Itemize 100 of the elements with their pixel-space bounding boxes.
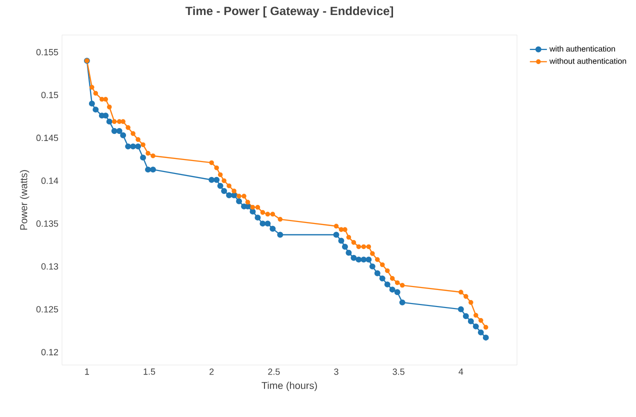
point <box>264 220 271 227</box>
point <box>356 256 362 263</box>
y-axis-title: Power (watts) <box>20 170 30 230</box>
point <box>360 256 367 263</box>
point <box>389 286 396 293</box>
point <box>208 176 215 183</box>
point <box>384 268 390 274</box>
x-tick-label: 3 <box>334 368 338 375</box>
point <box>399 299 406 306</box>
point <box>112 119 117 124</box>
point <box>218 172 223 178</box>
x-tick-label: 4 <box>458 368 464 375</box>
point <box>140 142 146 148</box>
point <box>116 128 122 134</box>
x-tick-label: 1 <box>85 368 89 375</box>
point <box>260 210 266 215</box>
x-tick-label: 1.5 <box>144 368 156 375</box>
point <box>106 104 112 110</box>
point <box>232 188 236 194</box>
point <box>380 262 385 268</box>
y-tick-label: 0.15 <box>41 92 58 98</box>
point <box>342 227 348 232</box>
point <box>356 244 362 250</box>
point <box>111 128 118 134</box>
point <box>384 281 390 288</box>
point <box>277 232 284 238</box>
point <box>400 282 405 288</box>
x-tick-label: 2 <box>210 368 214 375</box>
point <box>473 312 478 318</box>
point <box>250 208 256 215</box>
point <box>231 192 238 198</box>
point <box>472 323 479 330</box>
point <box>366 244 372 250</box>
point <box>146 150 150 156</box>
y-tick-label: 0.145 <box>36 134 58 142</box>
point <box>482 334 489 341</box>
point <box>366 256 372 263</box>
point <box>250 204 256 210</box>
x-axis-title: Time (hours) <box>262 382 317 391</box>
point <box>130 131 136 136</box>
point <box>334 224 339 229</box>
point <box>338 227 344 232</box>
point <box>333 232 340 238</box>
chart-title: Time - Power [ Gateway - Enddevice] <box>185 6 394 18</box>
point <box>236 194 242 199</box>
point <box>478 318 484 323</box>
point <box>116 119 122 124</box>
point <box>254 214 261 221</box>
point <box>126 125 130 130</box>
point <box>370 251 375 256</box>
point <box>394 289 400 296</box>
point <box>140 154 146 161</box>
point <box>88 100 95 107</box>
point <box>217 182 224 189</box>
point <box>390 276 395 281</box>
point <box>136 137 140 142</box>
y-tick-label: 0.12 <box>41 348 58 356</box>
point <box>226 183 232 188</box>
point <box>374 257 380 262</box>
point <box>242 194 246 199</box>
point <box>255 204 260 210</box>
point <box>120 119 126 124</box>
point <box>100 96 104 102</box>
point <box>342 244 348 250</box>
point <box>350 254 357 261</box>
point <box>265 212 270 217</box>
point <box>270 212 276 217</box>
y-tick-label: 0.14 <box>41 178 58 184</box>
y-tick-label: 0.13 <box>41 263 58 270</box>
point <box>379 275 386 282</box>
point <box>468 318 474 324</box>
point <box>221 188 228 194</box>
point <box>374 270 380 276</box>
y-tick-label: 0.125 <box>36 306 58 312</box>
point <box>369 263 376 270</box>
point <box>346 234 352 240</box>
point <box>92 106 99 113</box>
point <box>214 165 219 170</box>
point <box>468 300 474 305</box>
point <box>361 244 366 250</box>
point <box>120 132 126 138</box>
point <box>346 250 352 256</box>
point <box>209 160 214 166</box>
point <box>478 329 484 336</box>
point <box>245 200 250 205</box>
point <box>90 84 94 90</box>
point <box>103 96 108 102</box>
point <box>462 313 469 320</box>
point <box>338 238 344 244</box>
point <box>236 198 242 204</box>
point <box>150 153 156 158</box>
point <box>270 226 276 232</box>
point <box>483 324 488 330</box>
y-tick-label: 0.135 <box>36 220 58 227</box>
point <box>458 306 464 312</box>
point <box>106 118 112 125</box>
point <box>394 280 400 286</box>
point <box>214 176 220 183</box>
point <box>150 166 156 173</box>
point <box>278 216 283 222</box>
